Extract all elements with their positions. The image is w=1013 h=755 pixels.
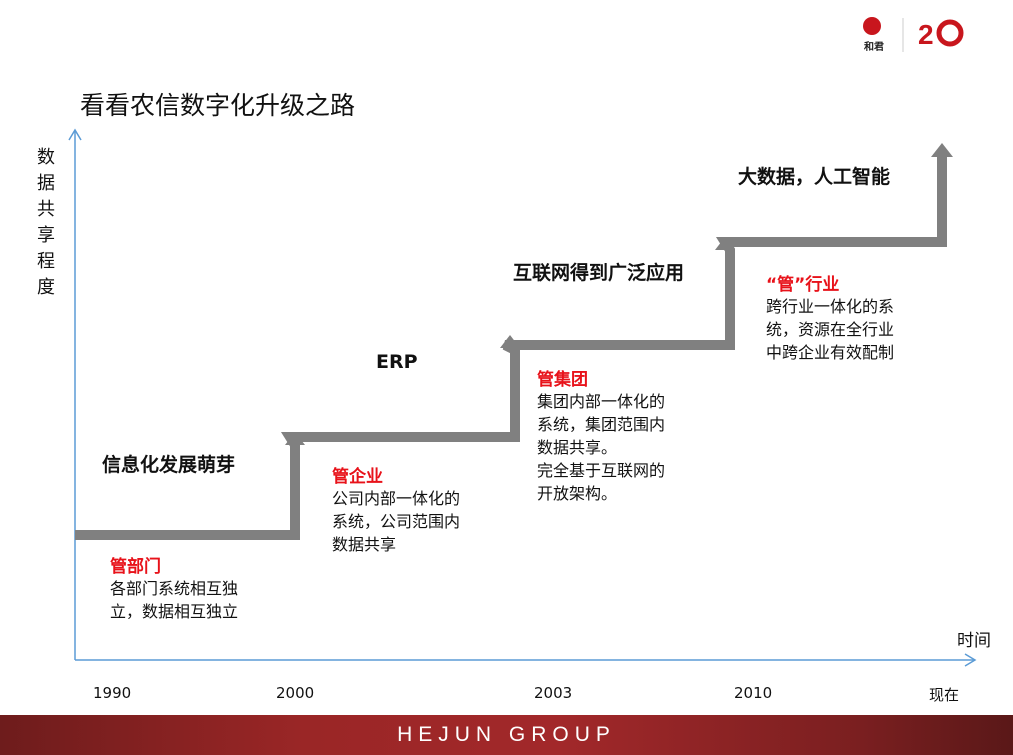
step-arrow	[285, 432, 305, 445]
desc-line: 各部门系统相互独	[110, 579, 239, 598]
stage-label: 大数据，人工智能	[738, 166, 891, 188]
year-label: 2003	[534, 684, 573, 702]
stage-label: 互联网得到广泛应用	[513, 262, 685, 284]
step-arrow	[931, 143, 953, 157]
stage-label: ERP	[376, 351, 418, 373]
y-axis-label: 数据共享程度	[37, 147, 55, 298]
desc-line: 完全基于互联网的	[537, 461, 666, 480]
desc-line: 中跨企业有效配制	[766, 343, 895, 362]
step-arrow	[715, 237, 735, 250]
y-axis	[68, 128, 82, 660]
stage-description: 管集团 集团内部一体化的 系统，集团范围内 数据共享。 完全基于互联网的 开放架…	[537, 365, 665, 505]
stage-label: 信息化发展萌芽	[102, 454, 236, 476]
year-label: 1990	[93, 684, 132, 702]
stage-head: 管部门	[110, 557, 161, 577]
stage-description: 管部门 各部门系统相互独 立，数据相互独立	[110, 552, 238, 623]
stage-head: 管企业	[332, 467, 383, 487]
stage-description: 管企业 公司内部一体化的 系统，公司范围内 数据共享	[332, 462, 460, 556]
page-title: 看看农信数字化升级之路	[80, 91, 356, 120]
desc-line: 跨行业一体化的系	[766, 297, 895, 316]
footer-banner: HEJUN GROUP	[0, 715, 1013, 755]
desc-line: 公司内部一体化的	[332, 489, 461, 508]
stage-head: “管”行业	[766, 275, 840, 295]
desc-line: 数据共享。	[537, 438, 618, 457]
desc-line: 系统，集团范围内	[537, 415, 666, 434]
desc-line: 立，数据相互独立	[110, 602, 239, 621]
svg-text:2: 2	[918, 19, 934, 50]
year-label: 2010	[734, 684, 773, 702]
staircase-diagram	[68, 128, 977, 667]
stage-head: 管集团	[537, 370, 588, 390]
stage-description: “管”行业 跨行业一体化的系 统，资源在全行业 中跨企业有效配制	[766, 270, 894, 364]
desc-line: 数据共享	[332, 535, 397, 554]
year-label: 现在	[929, 686, 960, 704]
footer-text: HEJUN GROUP	[397, 723, 616, 746]
hejun-20-logo: 和君 2	[858, 14, 988, 54]
desc-line: 系统，公司范围内	[332, 512, 461, 531]
desc-line: 统，资源在全行业	[766, 320, 895, 339]
desc-line: 开放架构。	[537, 484, 618, 503]
year-label: 2000	[276, 684, 315, 702]
step-arrow	[500, 335, 520, 348]
desc-line: 集团内部一体化的	[537, 392, 666, 411]
x-axis-label: 时间	[957, 631, 991, 651]
x-axis	[75, 653, 977, 667]
svg-text:和君: 和君	[863, 40, 884, 53]
